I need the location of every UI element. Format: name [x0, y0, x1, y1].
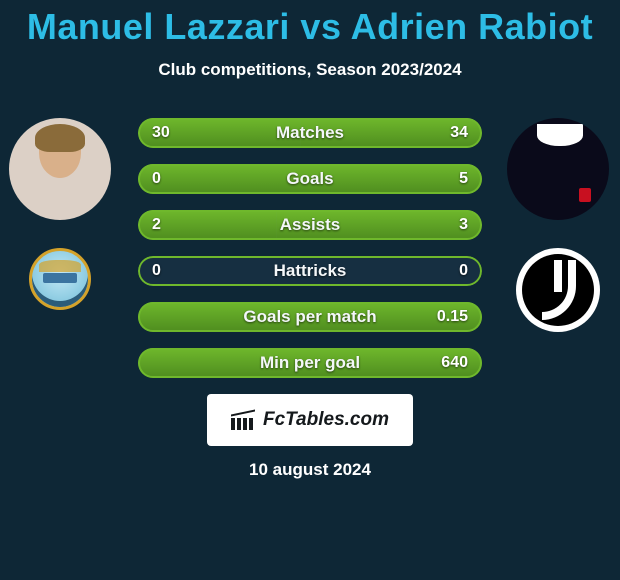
stat-left-value: 2: [152, 216, 161, 234]
club-badge-right: [516, 248, 600, 332]
stat-row: 30 34 Matches: [138, 118, 482, 148]
stat-label: Hattricks: [274, 261, 347, 281]
date-label: 10 august 2024: [0, 460, 620, 480]
comparison-card: Manuel Lazzari vs Adrien Rabiot Club com…: [0, 0, 620, 580]
stat-label: Assists: [280, 215, 340, 235]
stat-right-value: 5: [459, 170, 468, 188]
stat-label: Goals per match: [243, 307, 376, 327]
club-badge-left: [29, 248, 91, 310]
chart-icon: [231, 410, 257, 430]
stat-right-value: 3: [459, 216, 468, 234]
stat-row: 640 Min per goal: [138, 348, 482, 378]
stat-row: 0.15 Goals per match: [138, 302, 482, 332]
stat-label: Min per goal: [260, 353, 360, 373]
player-avatar-left: [9, 118, 111, 220]
fctables-watermark: FcTables.com: [207, 394, 413, 446]
stat-label: Goals: [286, 169, 333, 189]
stat-row: 0 5 Goals: [138, 164, 482, 194]
player-avatar-right: [507, 118, 609, 220]
stat-row: 0 0 Hattricks: [138, 256, 482, 286]
stat-left-value: 0: [152, 170, 161, 188]
stat-right-value: 640: [441, 354, 468, 372]
stat-label: Matches: [276, 123, 344, 143]
page-title: Manuel Lazzari vs Adrien Rabiot: [0, 6, 620, 48]
left-column: [8, 118, 112, 310]
stat-row: 2 3 Assists: [138, 210, 482, 240]
stat-left-value: 0: [152, 262, 161, 280]
subtitle: Club competitions, Season 2023/2024: [0, 60, 620, 80]
right-column: [506, 118, 610, 332]
stat-left-value: 30: [152, 124, 170, 142]
watermark-label: FcTables.com: [263, 409, 389, 431]
stat-bars: 30 34 Matches 0 5 Goals 2 3 Assists 0 0 Hattricks 0.…: [138, 108, 482, 378]
stat-right-value: 34: [450, 124, 468, 142]
stat-right-value: 0.15: [437, 308, 468, 326]
stat-right-value: 0: [459, 262, 468, 280]
content-region: 30 34 Matches 0 5 Goals 2 3 Assists 0 0 Hattricks 0.…: [0, 108, 620, 378]
